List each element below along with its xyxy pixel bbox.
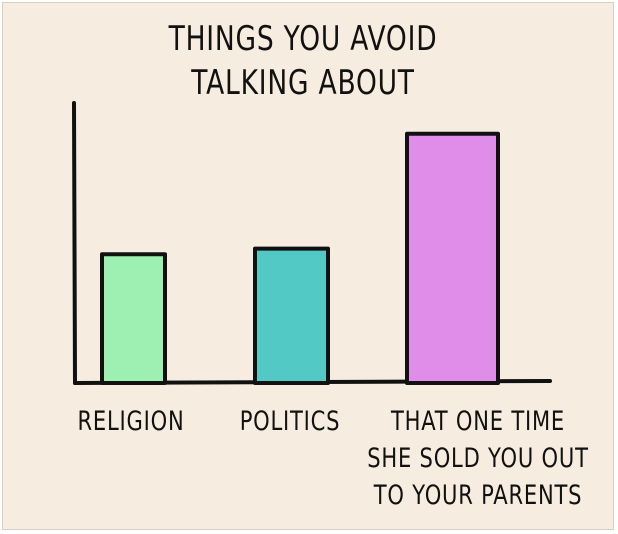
y-axis xyxy=(72,101,77,385)
bar xyxy=(405,131,500,385)
x-tick-label: RELIGION xyxy=(77,406,185,437)
chart-title: THINGS YOU AVOID TALKING ABOUT xyxy=(168,19,438,103)
chart xyxy=(72,101,552,385)
x-tick-label: POLITICS xyxy=(239,406,341,437)
x-tick-label: THAT ONE TIME SHE SOLD YOU OUT TO YOUR P… xyxy=(367,406,589,511)
bar xyxy=(100,252,167,385)
bar xyxy=(253,246,330,385)
comic-chart: THINGS YOU AVOID TALKING ABOUT RELIGION P… xyxy=(2,2,614,530)
